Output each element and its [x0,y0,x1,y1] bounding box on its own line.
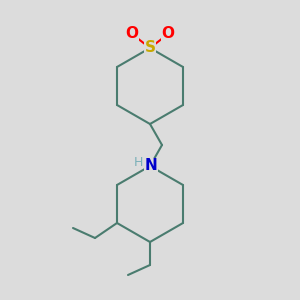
Text: O: O [125,26,139,41]
Text: S: S [145,40,155,56]
Text: H: H [133,155,143,169]
Text: N: N [145,158,158,173]
Text: O: O [161,26,175,41]
